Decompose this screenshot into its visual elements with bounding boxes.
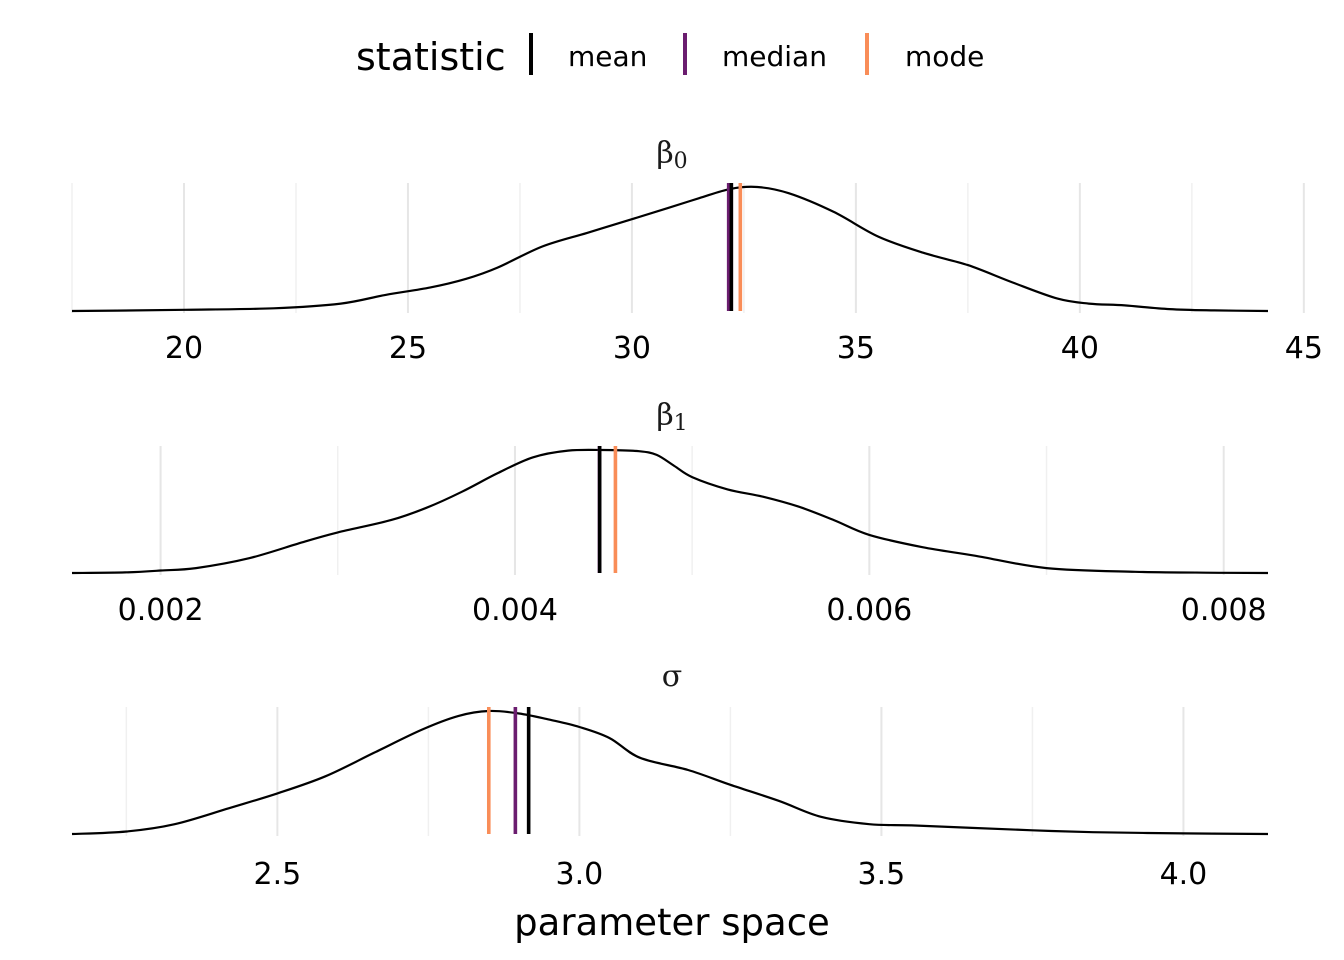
legend-title: statistic [356,35,506,79]
x-tick-label: 0.002 [118,593,204,628]
legend-label-mean: mean [568,40,647,73]
facet-title: β1 [656,398,687,436]
density-curve [71,709,1269,836]
legend-label-mode: mode [905,40,984,73]
x-tick-label: 20 [165,331,203,366]
x-tick-label: 0.006 [826,593,912,628]
x-tick-label: 25 [389,331,427,366]
legend: statistic mean median mode [356,33,984,79]
x-tick-label: 40 [1061,331,1099,366]
x-tick-label: 35 [837,331,875,366]
x-tick-label: 0.008 [1181,593,1267,628]
facet-title: σ [662,659,682,694]
density-curve [71,448,1269,575]
x-tick-label: 2.5 [254,857,302,892]
density-curve [71,185,1269,313]
x-tick-label: 30 [613,331,651,366]
facet-panel: 20 25 30 35 40 45 β0 [71,136,1323,366]
x-tick-label: 0.004 [472,593,558,628]
facet-panel: 0.002 0.004 0.006 0.008 β1 [71,398,1269,628]
facet-title: β0 [656,136,687,174]
x-tick-label: 3.0 [556,857,604,892]
facet-panels: 20 25 30 35 40 45 β0 0.002 0.004 0.006 0.008 β1 2.5 3… [71,136,1323,892]
legend-label-median: median [722,40,827,73]
x-tick-label: 3.5 [858,857,906,892]
x-axis-title: parameter space [514,901,830,944]
x-tick-label: 4.0 [1160,857,1208,892]
facet-panel: 2.5 3.0 3.5 4.0 σ [71,659,1269,892]
x-tick-label: 45 [1285,331,1323,366]
